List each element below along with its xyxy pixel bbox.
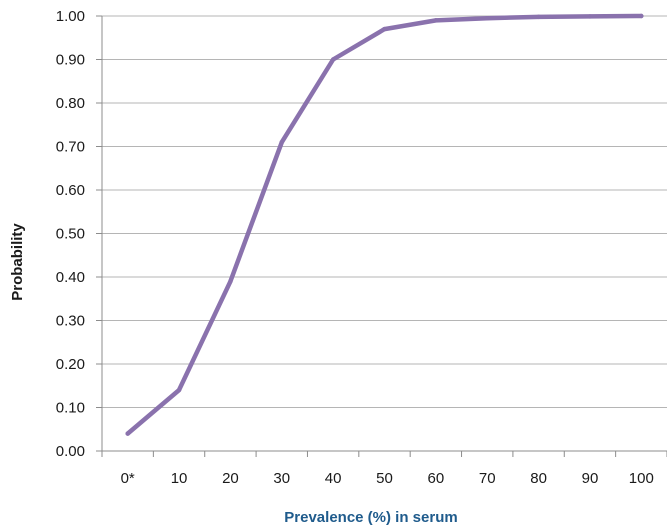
x-tick-label: 100 (629, 470, 654, 487)
data-point (485, 15, 490, 21)
y-tick-label: 0.10 (56, 400, 85, 417)
data-point (176, 387, 182, 393)
data-point (382, 26, 387, 32)
x-axis-title: Prevalence (%) in serum (284, 509, 457, 526)
x-tick-label: 40 (325, 470, 342, 487)
x-tick-label: 0* (121, 470, 135, 487)
y-tick-label: 0.60 (56, 182, 85, 199)
y-axis-title: Probability (9, 223, 26, 301)
y-tick-label: 0.90 (56, 52, 85, 69)
data-point (228, 279, 233, 284)
data-point (330, 57, 336, 62)
x-tick-label: 20 (222, 470, 239, 487)
x-tick-label: 90 (582, 470, 599, 487)
x-tick-labels: 0* 10 20 30 40 50 60 70 80 90 100 (121, 470, 654, 487)
y-tick-label: 0.00 (56, 443, 85, 460)
y-tick-label: 0.50 (56, 226, 85, 243)
x-tick-label: 80 (530, 470, 547, 487)
gridlines (102, 15, 667, 408)
data-point (279, 139, 284, 145)
x-tick-label: 10 (171, 470, 188, 487)
data-point (639, 13, 644, 19)
series-group (125, 13, 644, 436)
axes (96, 15, 667, 457)
x-tick-label: 30 (273, 470, 290, 487)
x-tick-label: 70 (479, 470, 496, 487)
y-tick-label: 1.00 (56, 8, 85, 25)
y-tick-label: 0.40 (56, 269, 85, 286)
data-point (587, 14, 593, 19)
y-tick-label: 0.30 (56, 313, 85, 330)
y-tick-label: 0.20 (56, 356, 85, 373)
x-tick-label: 50 (376, 470, 393, 487)
y-tick-label: 0.80 (56, 95, 85, 112)
y-tick-labels: 0.00 0.10 0.20 0.30 0.40 0.50 0.60 0.70 0.80 0.90… (56, 8, 85, 460)
series-line (125, 13, 644, 436)
data-point (433, 18, 439, 23)
data-point (125, 431, 130, 436)
data-point (536, 14, 541, 20)
x-tick-label: 60 (428, 470, 445, 487)
y-tick-label: 0.70 (56, 139, 85, 156)
